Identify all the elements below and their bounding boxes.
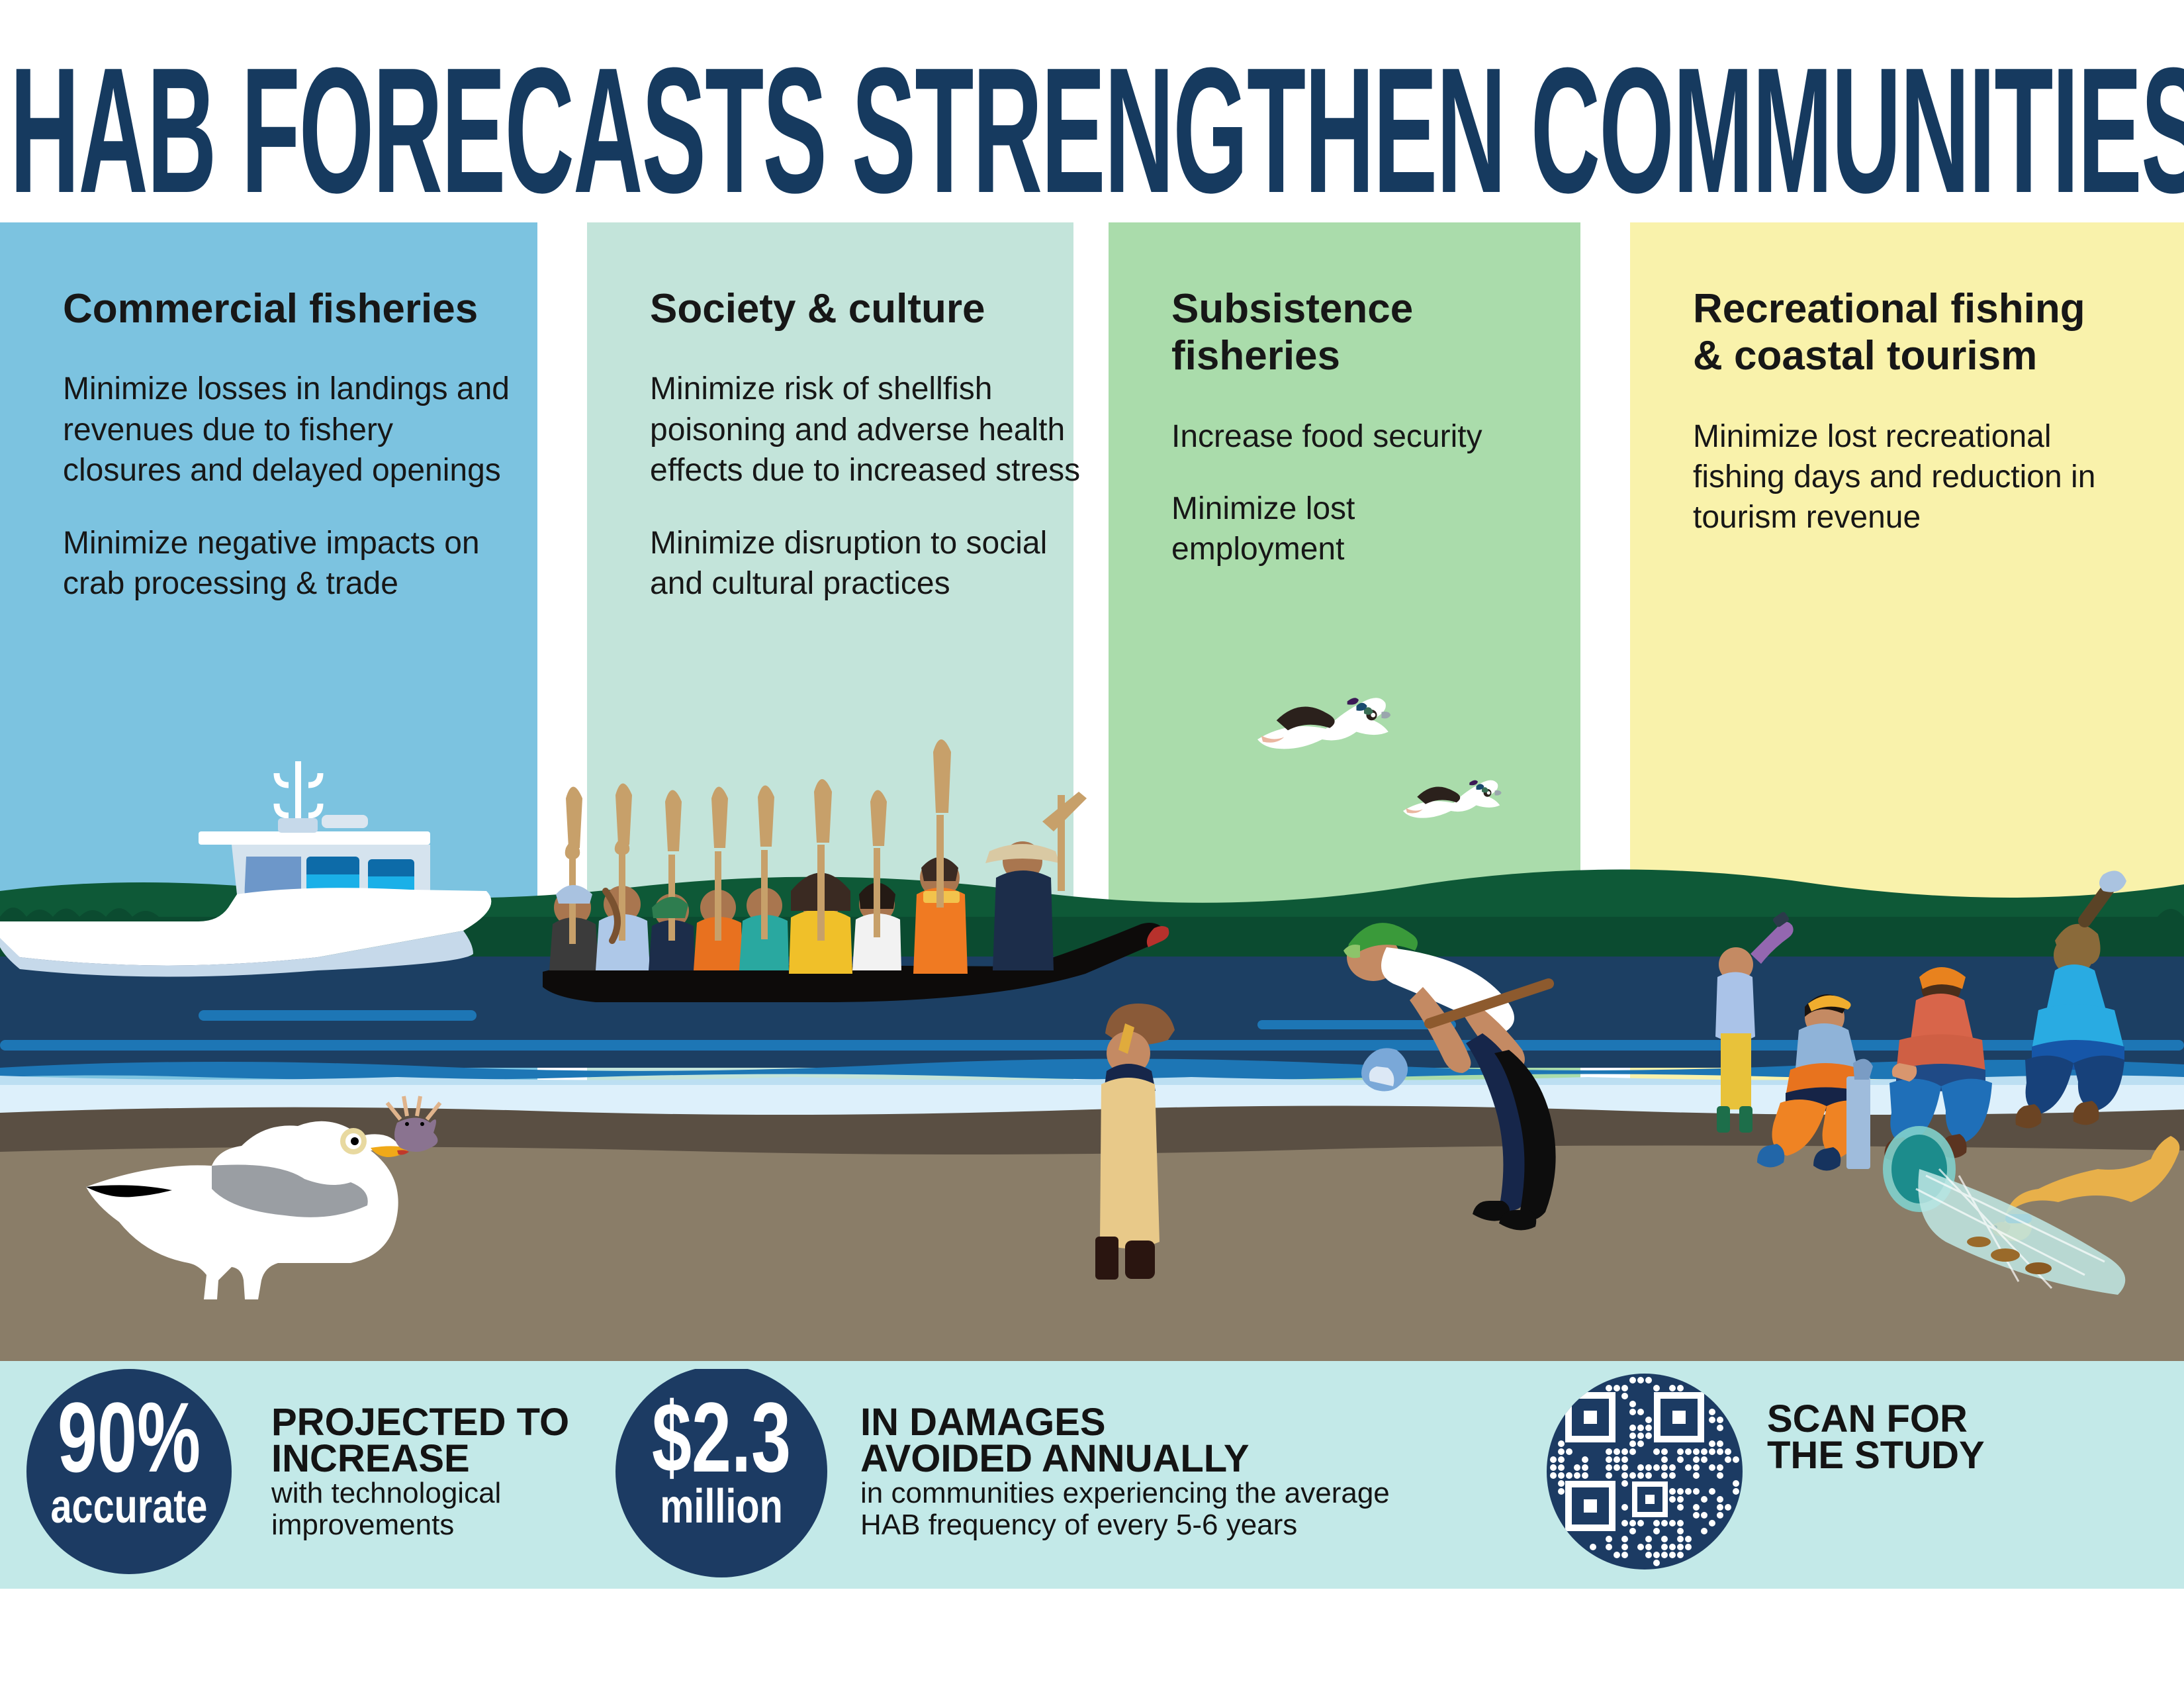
svg-text:$2.3: $2.3: [652, 1382, 791, 1493]
svg-text:million: million: [660, 1479, 783, 1533]
svg-text:with technological: with technological: [271, 1477, 501, 1509]
svg-text:AVOIDED ANNUALLY: AVOIDED ANNUALLY: [860, 1437, 1250, 1480]
svg-text:in communities experiencing th: in communities experiencing the average: [860, 1477, 1390, 1509]
svg-text:INCREASE: INCREASE: [271, 1437, 470, 1480]
svg-text:HAB frequency of every 5-6 yea: HAB frequency of every 5-6 years: [860, 1509, 1297, 1541]
svg-text:THE STUDY: THE STUDY: [1767, 1434, 1985, 1477]
svg-text:improvements: improvements: [271, 1509, 454, 1541]
svg-text:90%: 90%: [58, 1382, 201, 1493]
svg-text:accurate: accurate: [51, 1479, 208, 1533]
